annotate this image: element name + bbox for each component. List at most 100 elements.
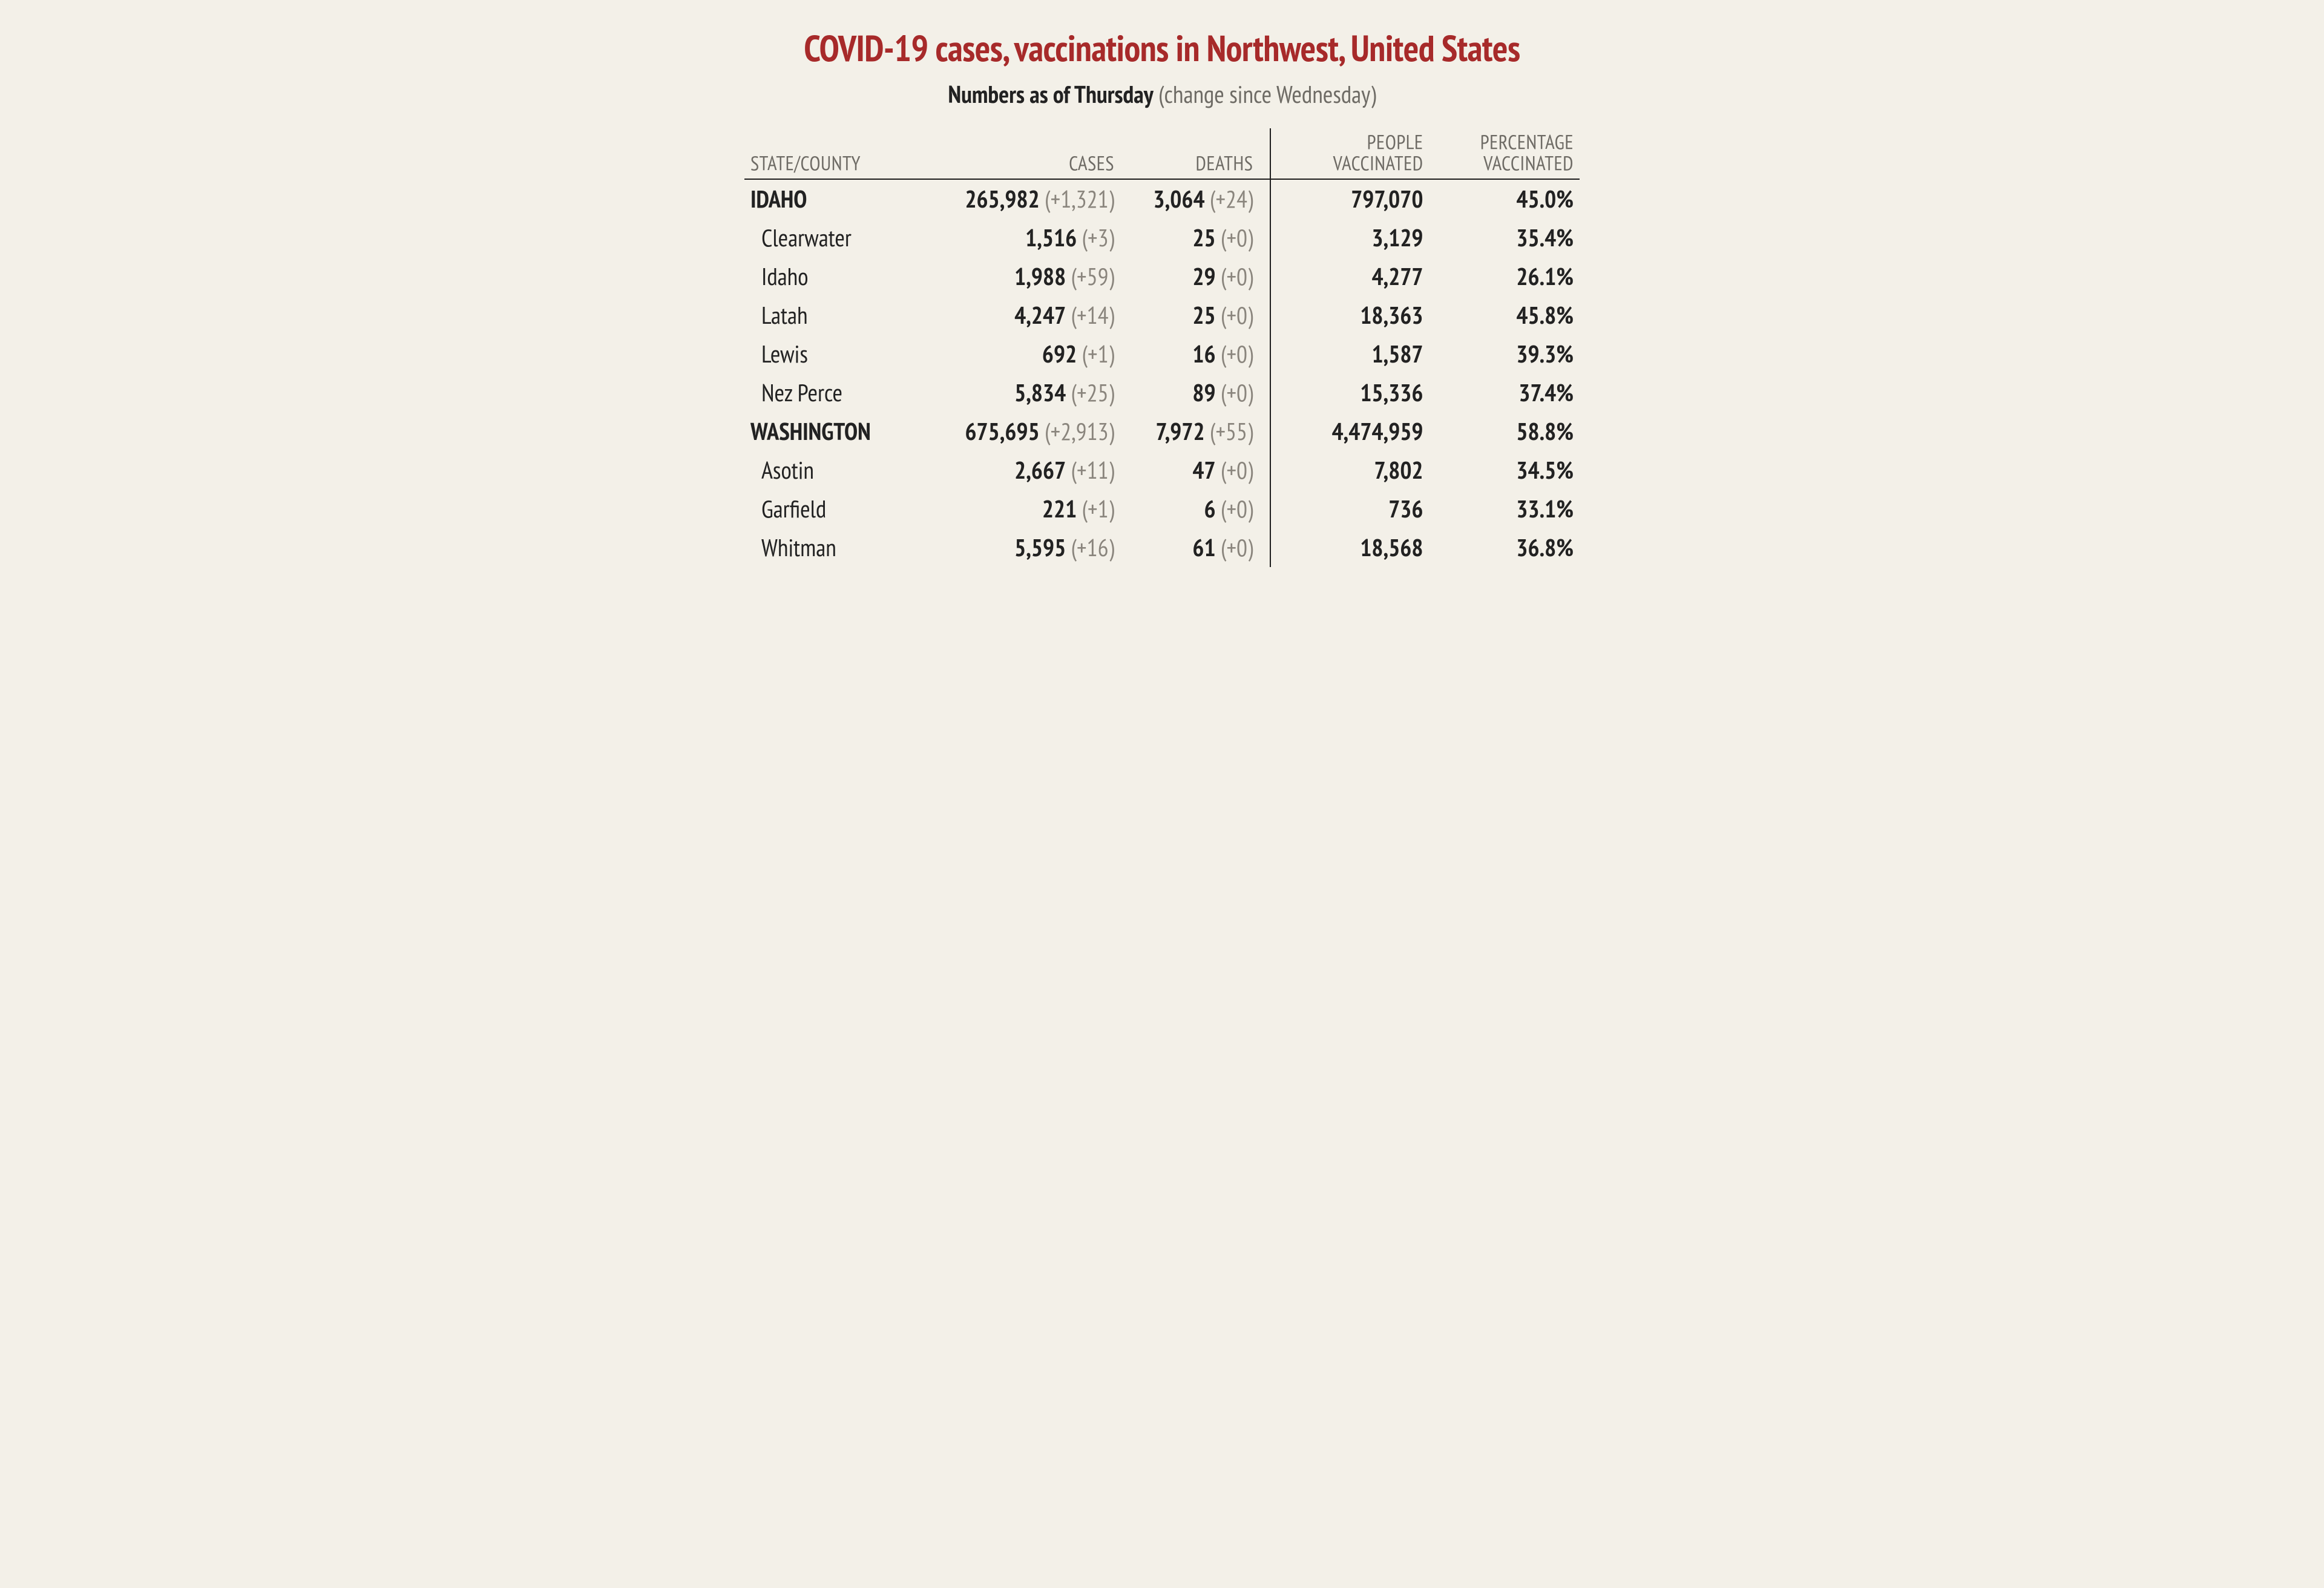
cell-cases: 1,988 (+59) [928,257,1120,296]
cell-percentage: 39.3% [1430,335,1580,373]
table-row: Asotin2,667 (+11)47 (+0)7,80234.5% [744,451,1580,490]
cell-name: Lewis [744,335,928,373]
cases-value: 1,516 [1025,222,1077,254]
cell-deaths: 16 (+0) [1120,335,1270,373]
deaths-change: (+0) [1221,454,1253,486]
page-title: COVID-19 cases, vaccinations in Northwes… [744,24,1580,71]
cell-name: Garfield [744,490,928,528]
deaths-value: 29 [1192,261,1215,292]
cell-cases: 1,516 (+3) [928,218,1120,257]
table-row: Latah4,247 (+14)25 (+0)18,36345.8% [744,296,1580,335]
cell-percentage: 35.4% [1430,218,1580,257]
table-row: WASHINGTON675,695 (+2,913)7,972 (+55)4,4… [744,412,1580,451]
cell-deaths: 61 (+0) [1120,528,1270,567]
deaths-value: 47 [1192,454,1215,486]
deaths-value: 3,064 [1154,183,1205,215]
cell-name: WASHINGTON [744,412,928,451]
cases-value: 221 [1042,493,1077,525]
cases-change: (+16) [1071,532,1114,563]
cell-cases: 5,595 (+16) [928,528,1120,567]
cases-value: 692 [1042,338,1077,370]
table-row: Whitman5,595 (+16)61 (+0)18,56836.8% [744,528,1580,567]
cases-value: 2,667 [1014,454,1066,486]
cell-deaths: 3,064 (+24) [1120,179,1270,218]
table-header-row: STATE/COUNTY CASES DEATHS PEOPLEVACCINAT… [744,128,1580,179]
cell-cases: 221 (+1) [928,490,1120,528]
cell-vaccinated: 18,568 [1270,528,1429,567]
cell-vaccinated: 736 [1270,490,1429,528]
cell-vaccinated: 1,587 [1270,335,1429,373]
col-header-deaths: DEATHS [1120,128,1270,179]
cell-percentage: 34.5% [1430,451,1580,490]
cases-change: (+1) [1082,338,1114,370]
cell-name: IDAHO [744,179,928,218]
cell-cases: 5,834 (+25) [928,373,1120,412]
cases-change: (+14) [1071,300,1114,331]
deaths-change: (+0) [1221,300,1253,331]
cell-vaccinated: 15,336 [1270,373,1429,412]
cell-percentage: 58.8% [1430,412,1580,451]
deaths-value: 25 [1192,300,1215,331]
cell-cases: 265,982 (+1,321) [928,179,1120,218]
table-row: Nez Perce5,834 (+25)89 (+0)15,33637.4% [744,373,1580,412]
subtitle-strong: Numbers as of Thursday [948,79,1153,110]
covid-data-table: STATE/COUNTY CASES DEATHS PEOPLEVACCINAT… [744,128,1580,567]
cell-percentage: 37.4% [1430,373,1580,412]
cell-vaccinated: 7,802 [1270,451,1429,490]
cell-percentage: 45.0% [1430,179,1580,218]
deaths-value: 16 [1192,338,1215,370]
deaths-value: 7,972 [1156,416,1205,447]
cell-percentage: 26.1% [1430,257,1580,296]
table-row: Lewis692 (+1)16 (+0)1,58739.3% [744,335,1580,373]
deaths-value: 61 [1192,532,1215,563]
table-row: Clearwater1,516 (+3)25 (+0)3,12935.4% [744,218,1580,257]
deaths-value: 89 [1192,377,1215,408]
cases-change: (+3) [1082,222,1114,254]
table-row: Idaho1,988 (+59)29 (+0)4,27726.1% [744,257,1580,296]
cell-deaths: 89 (+0) [1120,373,1270,412]
deaths-change: (+0) [1221,261,1253,292]
cell-name: Asotin [744,451,928,490]
cases-value: 675,695 [965,416,1039,447]
cases-value: 4,247 [1014,300,1066,331]
cell-name: Whitman [744,528,928,567]
deaths-change: (+0) [1221,222,1253,254]
cell-percentage: 36.8% [1430,528,1580,567]
deaths-value: 25 [1192,222,1215,254]
deaths-change: (+55) [1210,416,1253,447]
cell-cases: 675,695 (+2,913) [928,412,1120,451]
deaths-change: (+0) [1221,338,1253,370]
cell-deaths: 7,972 (+55) [1120,412,1270,451]
cell-cases: 692 (+1) [928,335,1120,373]
subtitle-paren: (change since Wednesday) [1158,79,1376,110]
cell-percentage: 33.1% [1430,490,1580,528]
cell-vaccinated: 18,363 [1270,296,1429,335]
col-header-cases: CASES [928,128,1120,179]
cases-change: (+2,913) [1045,416,1114,447]
cell-deaths: 6 (+0) [1120,490,1270,528]
cases-value: 5,595 [1014,532,1066,563]
table-row: IDAHO265,982 (+1,321)3,064 (+24)797,0704… [744,179,1580,218]
deaths-value: 6 [1204,493,1216,525]
deaths-change: (+0) [1221,377,1253,408]
cell-cases: 4,247 (+14) [928,296,1120,335]
covid-table-card: COVID-19 cases, vaccinations in Northwes… [744,24,1580,567]
cell-vaccinated: 3,129 [1270,218,1429,257]
deaths-change: (+0) [1221,532,1253,563]
page-subtitle: Numbers as of Thursday (change since Wed… [744,79,1580,110]
cases-value: 1,988 [1014,261,1066,292]
cell-name: Clearwater [744,218,928,257]
cell-name: Idaho [744,257,928,296]
col-header-percentage: PERCENTAGEVACCINATED [1430,128,1580,179]
table-row: Garfield221 (+1)6 (+0)73633.1% [744,490,1580,528]
cases-change: (+59) [1071,261,1114,292]
cases-value: 5,834 [1014,377,1066,408]
cell-deaths: 29 (+0) [1120,257,1270,296]
cell-deaths: 47 (+0) [1120,451,1270,490]
cell-vaccinated: 4,474,959 [1270,412,1429,451]
cell-deaths: 25 (+0) [1120,296,1270,335]
cell-cases: 2,667 (+11) [928,451,1120,490]
deaths-change: (+24) [1210,183,1253,215]
cell-deaths: 25 (+0) [1120,218,1270,257]
cell-name: Latah [744,296,928,335]
